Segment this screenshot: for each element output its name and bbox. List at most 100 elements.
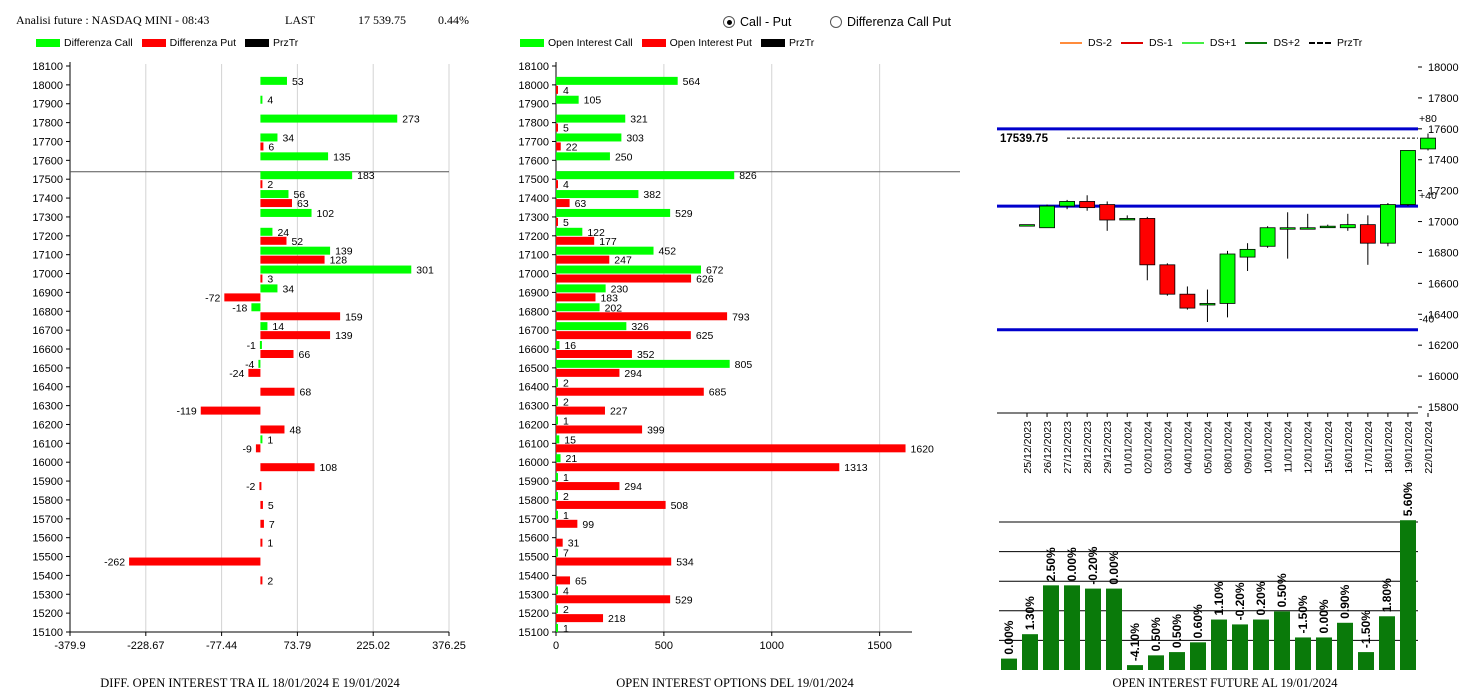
x-tick-label: 17/01/2024: [1363, 421, 1375, 474]
legend-item: PrzTr: [760, 37, 814, 49]
put-bar: [260, 425, 285, 434]
data-label: 294: [624, 368, 642, 380]
data-label: 805: [735, 359, 753, 371]
put-bar: [260, 519, 264, 528]
data-label: 2: [267, 575, 273, 587]
y-tick-label: 17000: [1428, 217, 1459, 229]
oi-future-bar: [1232, 624, 1248, 670]
radio-call-put[interactable]: Call - Put: [723, 15, 791, 29]
x-tick-label: 225.02: [356, 640, 390, 652]
oi-future-bar: [1400, 520, 1416, 670]
y-tick-label: 18000: [32, 80, 63, 92]
candle-body: [1319, 225, 1336, 229]
legend-future: DS-2 DS-1 DS+1 DS+2 PrzTr: [1060, 37, 1371, 49]
oi-future-label: 2.50%: [1044, 547, 1058, 581]
x-tick-label: 08/01/2024: [1223, 421, 1235, 474]
data-label: 2: [267, 179, 273, 191]
put-bar: [260, 331, 331, 340]
oi-future-bar: [1274, 611, 1290, 670]
put-bar: [556, 123, 558, 132]
put-bar: [556, 576, 571, 585]
oi-future-bar: [1253, 619, 1269, 670]
oi-future-label: 0.00%: [1107, 550, 1121, 584]
legend-item: DS-2: [1060, 37, 1112, 49]
oi-future-bar: [1295, 637, 1311, 670]
data-label: 52: [291, 236, 303, 248]
y-tick-label: 17200: [32, 231, 63, 243]
call-bar: [556, 133, 622, 142]
x-tick-label: 1000: [760, 640, 784, 652]
data-label: 294: [624, 481, 642, 493]
data-label: 7: [563, 548, 569, 560]
put-bar: [556, 368, 620, 377]
y-tick-label: 17400: [1428, 155, 1459, 167]
data-label: 2: [563, 491, 569, 503]
candle-body: [1339, 224, 1356, 229]
call-bar: [556, 586, 558, 595]
data-label: -72: [205, 292, 220, 304]
y-tick-label: 15600: [518, 533, 549, 545]
y-tick-label: 17900: [518, 99, 549, 111]
call-bar: [556, 114, 626, 123]
data-label: -1: [247, 340, 256, 352]
put-bar: [260, 350, 294, 358]
data-label: 105: [584, 95, 602, 107]
data-label: 68: [299, 387, 311, 399]
data-label: 273: [402, 114, 420, 126]
radio-selected-icon: [723, 16, 735, 28]
x-tick-label: 22/01/2024: [1423, 421, 1435, 474]
x-tick-label: 500: [655, 640, 673, 652]
data-label: 4: [267, 95, 273, 107]
data-label: 65: [575, 575, 587, 587]
data-label: 21: [566, 453, 578, 465]
candle-body: [1219, 253, 1236, 304]
oi-future-label: 0.00%: [1065, 547, 1079, 581]
x-tick-label: 10/01/2024: [1263, 421, 1275, 474]
call-bar: [556, 76, 678, 85]
data-label: 66: [298, 349, 310, 361]
call-bar: [556, 397, 558, 406]
y-tick-label: 15600: [32, 533, 63, 545]
legend-item: Differenza Put: [141, 37, 236, 49]
y-tick-label: 16100: [518, 438, 549, 450]
put-bar: [556, 463, 840, 472]
put-bar: [556, 482, 620, 491]
data-label: 529: [675, 594, 693, 606]
y-tick-label: 16700: [32, 325, 63, 337]
candle-body: [1420, 137, 1436, 150]
oi-future-label: -0.20%: [1086, 546, 1100, 584]
data-label: 382: [643, 189, 661, 201]
data-label: 135: [333, 151, 351, 163]
y-tick-label: 17500: [32, 174, 63, 186]
y-tick-label: 15100: [32, 627, 63, 639]
call-bar: [260, 246, 331, 255]
data-label: 352: [637, 349, 655, 361]
x-tick-label: 0: [553, 640, 559, 652]
x-tick-label: 25/12/2023: [1022, 421, 1034, 474]
y-tick-label: 17500: [518, 174, 549, 186]
oi-future-bar: [1148, 655, 1164, 670]
y-tick-label: 17700: [32, 136, 63, 148]
put-bar: [556, 350, 632, 358]
data-label: 452: [659, 246, 677, 258]
call-bar: [259, 341, 262, 349]
candle-body: [1059, 201, 1075, 207]
legend-oi: Open Interest Call Open Interest Put Prz…: [520, 37, 823, 49]
data-label: 230: [611, 283, 629, 295]
data-label: 122: [587, 227, 605, 239]
oi-future-label: 0.90%: [1338, 584, 1352, 618]
y-tick-label: 17600: [518, 155, 549, 167]
call-bar: [556, 378, 558, 387]
call-bar: [556, 284, 606, 293]
x-tick-label: 03/01/2024: [1162, 421, 1174, 474]
y-tick-label: 15400: [518, 570, 549, 582]
call-bar: [556, 322, 627, 331]
oi-future-bar: [1064, 585, 1080, 670]
legend-item: Open Interest Put: [641, 37, 752, 49]
y-tick-label: 15100: [518, 627, 549, 639]
y-tick-label: 16400: [518, 382, 549, 394]
put-bar: [260, 500, 263, 509]
candle-body: [1379, 204, 1396, 244]
radio-differenza-call-put[interactable]: Differenza Call Put: [830, 15, 951, 29]
call-bar: [556, 605, 558, 614]
